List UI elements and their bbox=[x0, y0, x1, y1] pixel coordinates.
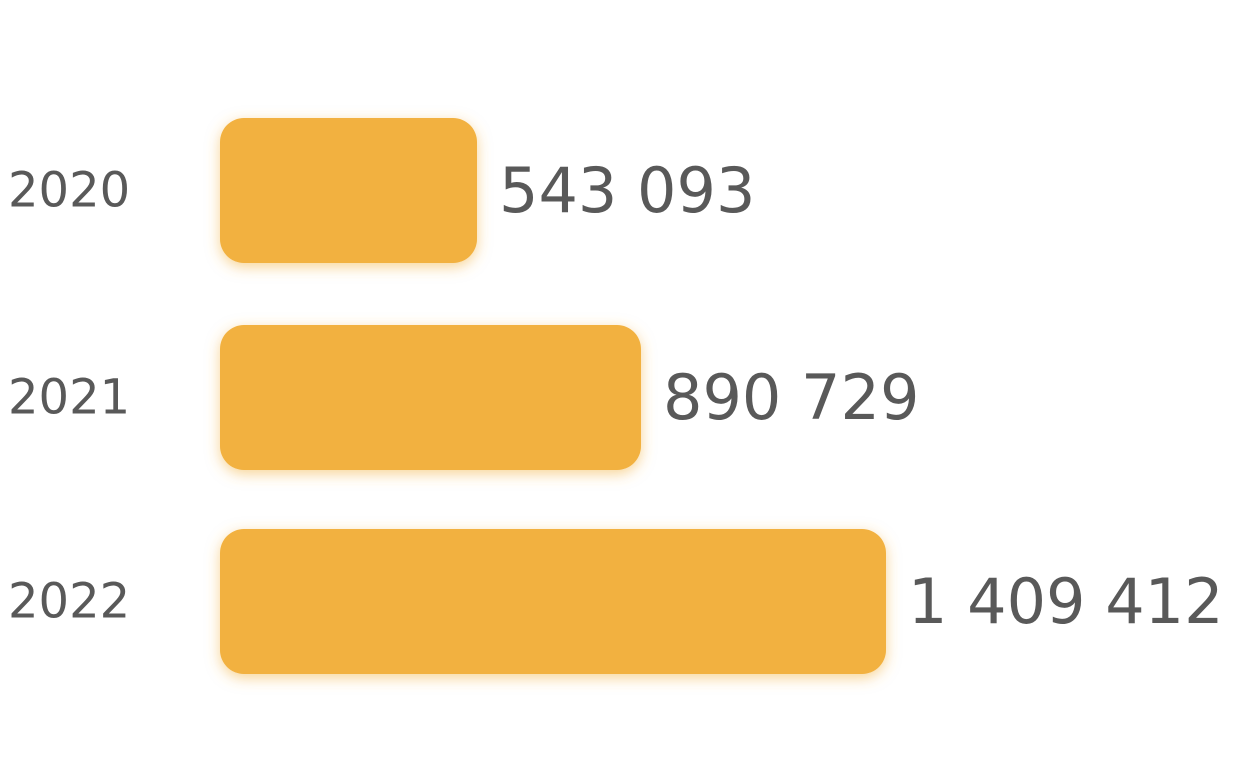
bar-2022 bbox=[220, 529, 886, 674]
bar-2021 bbox=[220, 325, 641, 470]
value-label: 890 729 bbox=[663, 361, 919, 434]
bar-row-2020: 2020 543 093 bbox=[8, 118, 755, 263]
category-label: 2020 bbox=[8, 163, 130, 219]
bars-group: 2020 543 093 2021 890 729 2022 1 409 412 bbox=[8, 118, 1224, 674]
category-label: 2021 bbox=[8, 370, 130, 426]
category-label: 2022 bbox=[8, 574, 130, 630]
bar-row-2022: 2022 1 409 412 bbox=[8, 529, 1224, 674]
bar-2020 bbox=[220, 118, 477, 263]
bar-row-2021: 2021 890 729 bbox=[8, 325, 919, 470]
value-label: 543 093 bbox=[499, 154, 755, 227]
value-label: 1 409 412 bbox=[908, 565, 1224, 638]
